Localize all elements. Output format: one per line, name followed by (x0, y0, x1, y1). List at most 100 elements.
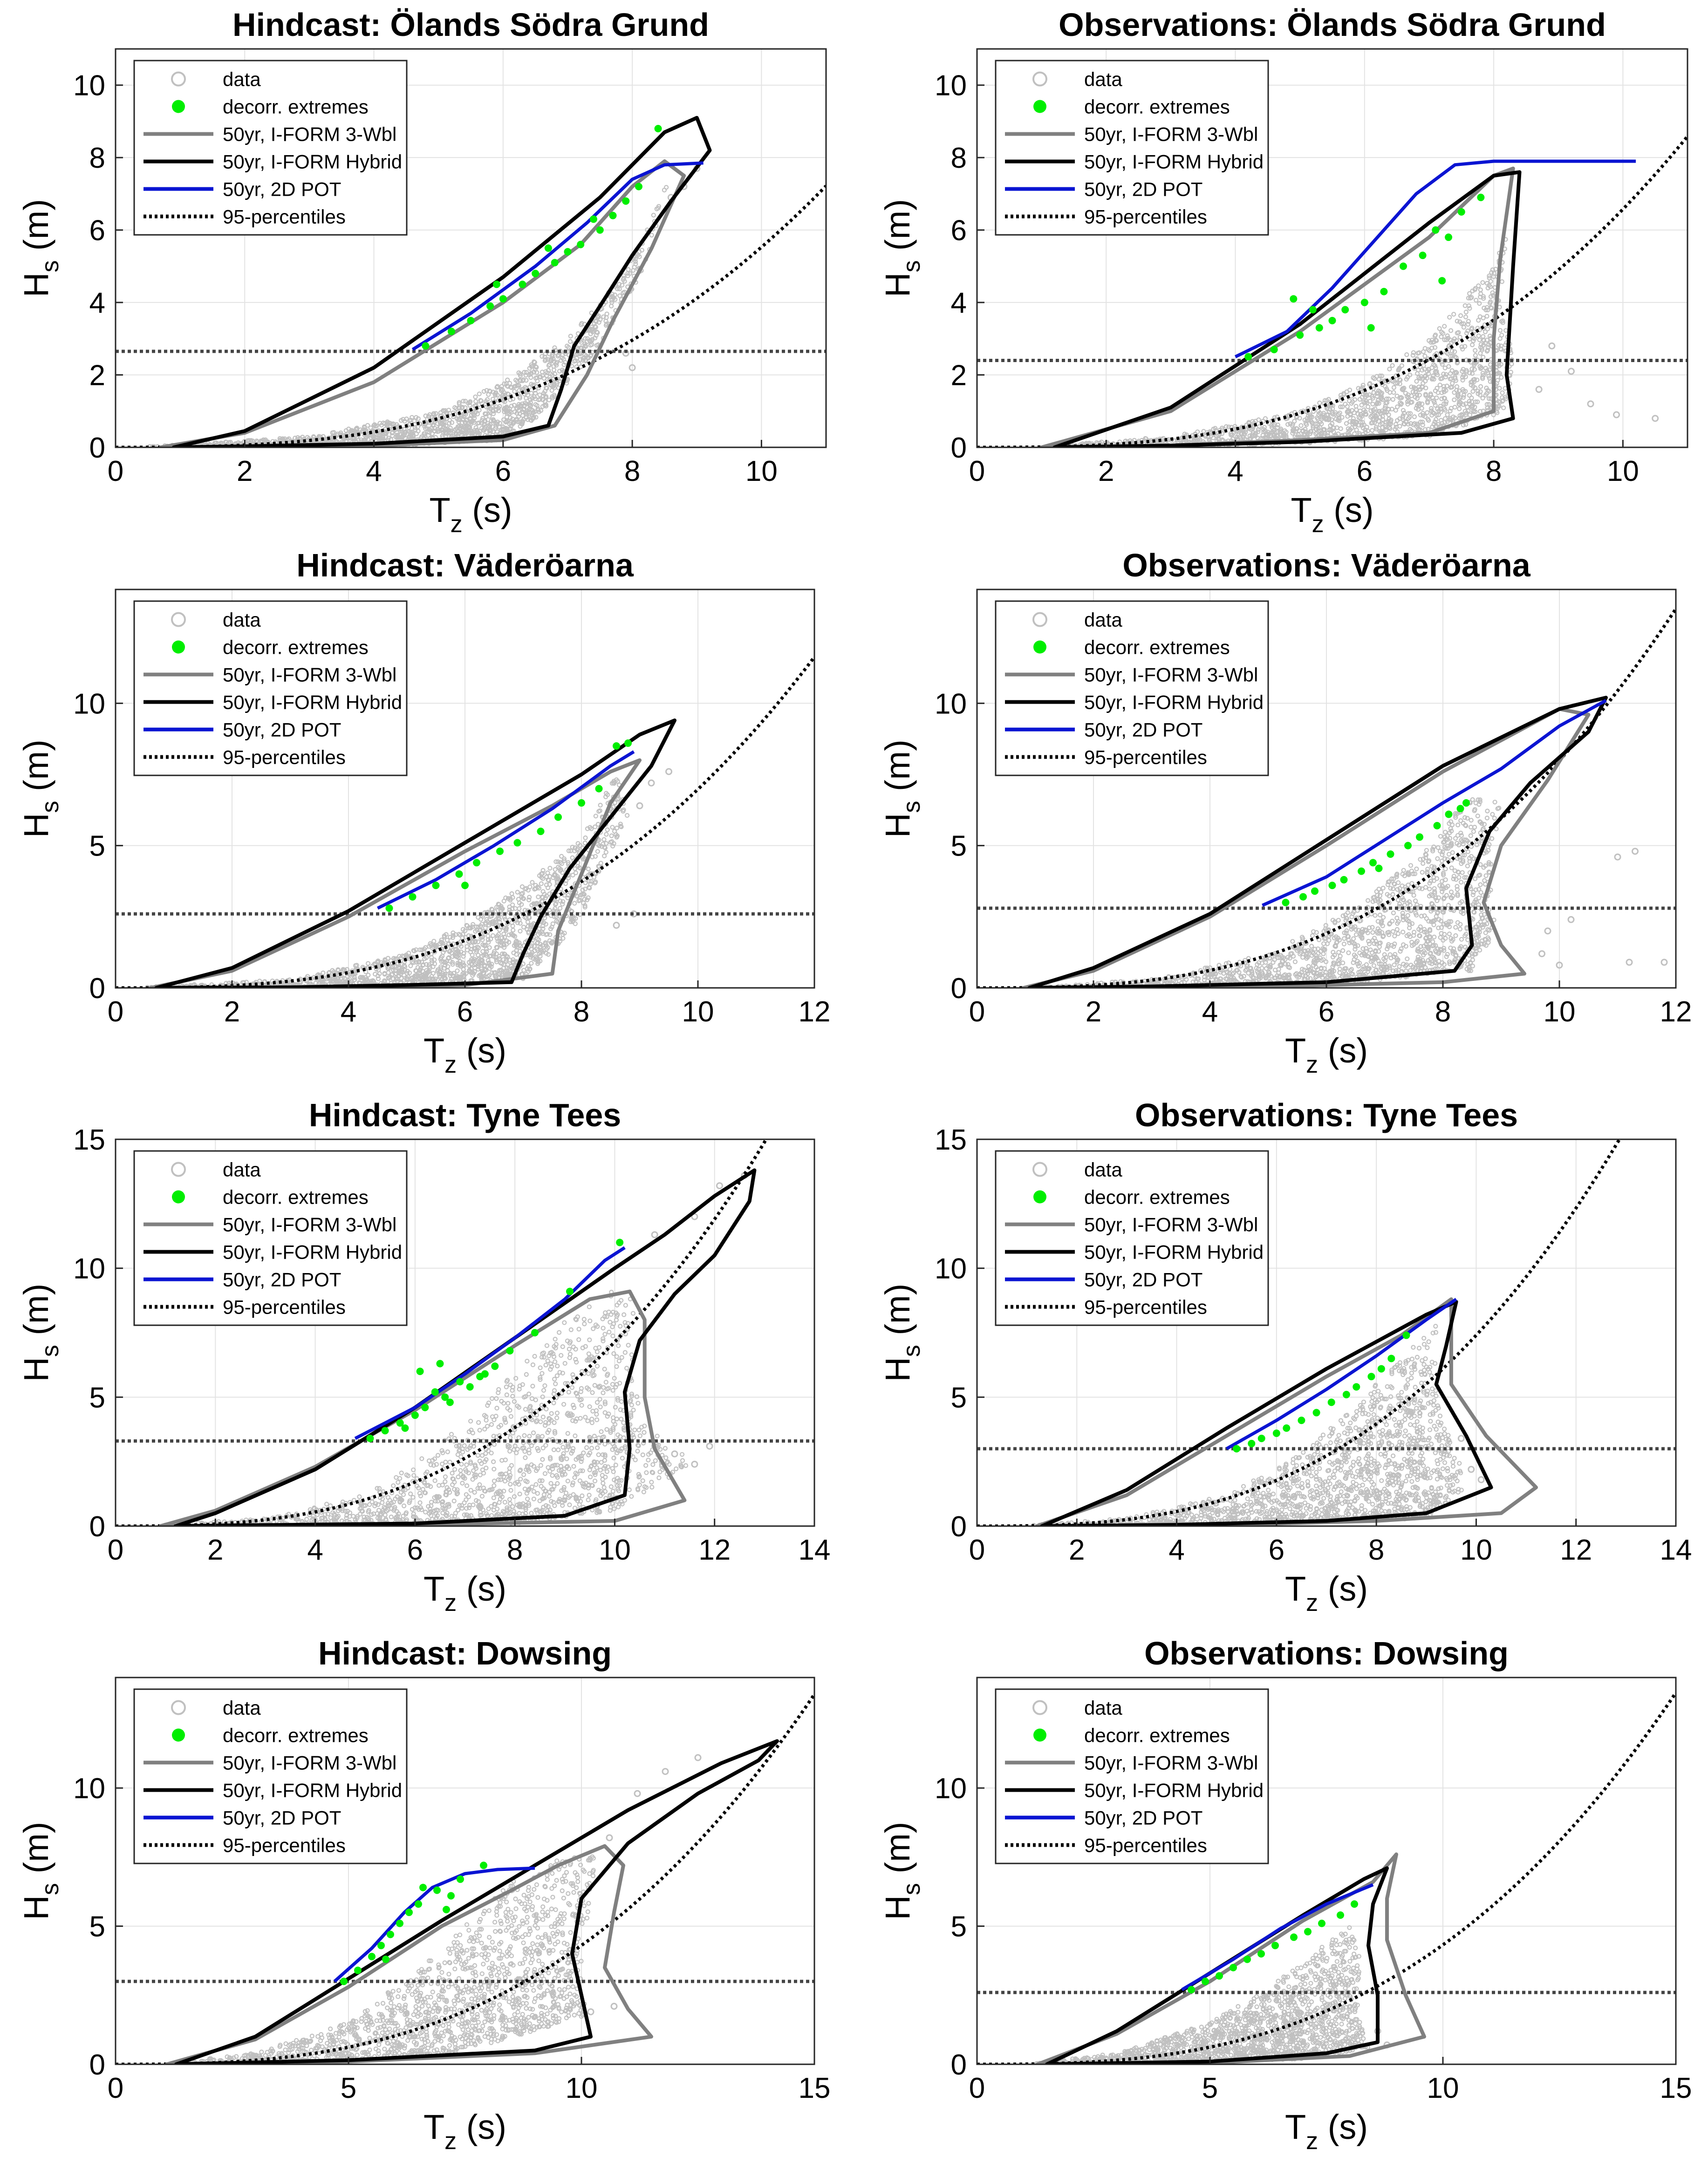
data-point (514, 418, 519, 423)
data-point (521, 968, 526, 973)
data-point (1321, 415, 1326, 420)
data-point (543, 357, 548, 362)
data-point (572, 866, 578, 871)
y-tick-label: 10 (73, 70, 105, 102)
data-point (487, 954, 492, 959)
extreme-point (589, 215, 597, 223)
data-point (1448, 353, 1453, 359)
data-point (518, 373, 523, 378)
data-point (444, 423, 449, 429)
data-point (1457, 399, 1462, 404)
data-point (380, 435, 386, 440)
extreme-point (564, 248, 572, 256)
x-tick-label: 10 (745, 455, 778, 487)
y-axis-label-unit: (m) (17, 740, 55, 801)
data-point (1307, 431, 1313, 436)
data-point (1453, 933, 1458, 938)
data-point (1404, 352, 1409, 357)
legend-label: 50yr, I-FORM Hybrid (223, 151, 402, 173)
data-point (540, 354, 545, 359)
data-point (505, 377, 510, 383)
data-point (339, 976, 344, 981)
data-point (447, 421, 452, 426)
data-point (626, 267, 631, 272)
y-tick-label: 6 (951, 215, 967, 247)
data-point (1567, 368, 1575, 375)
data-point (1456, 388, 1462, 393)
y-axis-label: Hs (m) (17, 740, 64, 838)
data-point (1453, 415, 1458, 421)
data-point (1230, 432, 1235, 438)
data-point (561, 362, 567, 367)
percentile-curve (977, 135, 1688, 447)
data-point (1390, 397, 1395, 402)
data-point (1393, 381, 1398, 386)
x-tick-label: 0 (969, 455, 985, 487)
data-point (1406, 395, 1411, 400)
x-axis-label: Tz (s) (1291, 491, 1373, 538)
data-point (505, 954, 510, 959)
data-point (1400, 387, 1406, 392)
data-point (483, 920, 488, 925)
data-point (1271, 428, 1276, 433)
data-point (463, 928, 468, 933)
contour-2d-pot (376, 750, 635, 910)
x-tick-label: 2 (237, 455, 253, 487)
data-point (492, 909, 498, 914)
data-point (1298, 423, 1304, 428)
data-point (598, 861, 603, 866)
data-point (429, 958, 434, 963)
data-point (629, 364, 636, 371)
data-point (491, 951, 497, 956)
data-point (1470, 384, 1476, 389)
data-point (1496, 370, 1502, 376)
extreme-point (578, 799, 585, 807)
data-point (1379, 390, 1385, 396)
extreme-point (492, 281, 500, 288)
data-point (1489, 270, 1494, 275)
data-point (512, 384, 517, 389)
data-point (505, 384, 510, 389)
data-point (1340, 404, 1345, 410)
data-point (1398, 377, 1403, 383)
panel-title: Hindcast: Ölands Södra Grund (232, 7, 709, 43)
data-point (1373, 425, 1379, 430)
data-point (360, 975, 365, 980)
data-point (476, 402, 481, 407)
data-point (407, 970, 412, 975)
data-point (1438, 834, 1443, 839)
data-point (489, 906, 494, 912)
data-point (353, 963, 358, 968)
data-point (478, 398, 483, 403)
data-point (552, 385, 557, 390)
data-point (409, 976, 414, 981)
data-point (581, 892, 587, 897)
data-point (1219, 431, 1225, 436)
data-point (614, 777, 619, 782)
data-point (461, 398, 466, 404)
data-point (1469, 327, 1474, 332)
data-point (566, 345, 571, 350)
data-point (1467, 412, 1472, 418)
data-point (422, 956, 427, 961)
data-point (526, 897, 532, 903)
data-point (460, 962, 465, 967)
data-point (481, 952, 486, 958)
data-point (1469, 371, 1475, 376)
legend-marker (171, 71, 186, 87)
data-point (526, 952, 531, 958)
data-point (1465, 863, 1470, 869)
data-point (450, 962, 455, 967)
data-point (262, 979, 267, 984)
data-point (449, 420, 455, 425)
legend-marker (171, 612, 186, 627)
data-point (1341, 941, 1346, 946)
data-point (500, 393, 505, 398)
data-point (439, 938, 444, 943)
data-point (579, 340, 584, 345)
data-point (467, 925, 472, 930)
data-point (1478, 342, 1483, 347)
data-point (637, 254, 642, 260)
data-point (504, 965, 510, 970)
axes-box (976, 48, 1688, 448)
